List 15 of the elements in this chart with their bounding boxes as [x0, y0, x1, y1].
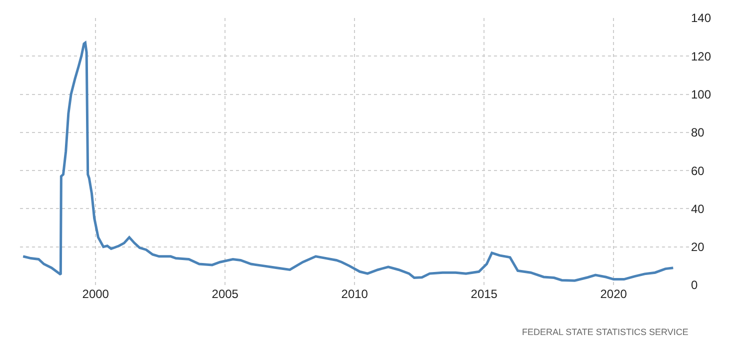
line-series — [22, 42, 674, 282]
y-tick-label: 100 — [691, 87, 712, 102]
y-tick-label: 60 — [691, 164, 705, 178]
y-tick-label: 20 — [691, 240, 705, 254]
text: FEDERAL STATE STATISTICS SERVICE — [522, 327, 688, 337]
y-tick-label: 40 — [691, 202, 705, 216]
x-tick-label: 2005 — [212, 287, 239, 301]
x-tick-label: 2010 — [341, 287, 368, 301]
y-tick-label: 80 — [691, 126, 705, 140]
y-tick-label: 140 — [691, 11, 712, 26]
x-tick-label: 2000 — [82, 287, 110, 301]
x-tick-label: 2020 — [600, 287, 628, 301]
y-tick-label: 0 — [691, 278, 698, 292]
y-tick-label: 120 — [691, 49, 712, 64]
x-tick-label: 2015 — [470, 287, 498, 301]
